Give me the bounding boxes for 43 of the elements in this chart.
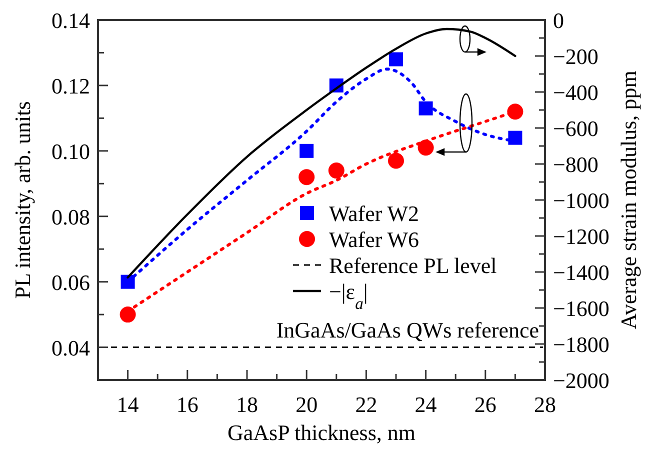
point — [389, 52, 403, 66]
y-tick-label: 0.14 — [52, 8, 90, 33]
y2-tick-label: −600 — [553, 116, 598, 141]
point — [507, 104, 524, 120]
legend-label: Wafer W6 — [329, 227, 420, 252]
y-tick-label: 0.12 — [52, 73, 90, 98]
point — [328, 162, 344, 179]
annotation: Reference PL level — [329, 253, 497, 278]
point — [388, 152, 404, 169]
y2-tick-label: −400 — [553, 80, 598, 105]
y2-tick-label: −1800 — [553, 332, 610, 357]
point — [120, 306, 136, 323]
y2-axis-title: Average strain modulus, ppm — [616, 70, 641, 330]
x-tick-label: 14 — [116, 392, 139, 417]
y-tick-label: 0.08 — [52, 204, 90, 230]
x-tick-label: 20 — [296, 392, 318, 417]
y2-tick-label: −1000 — [553, 188, 610, 213]
y2-tick-label: −2000 — [553, 368, 610, 393]
x-tick-label: 26 — [474, 392, 496, 417]
point — [298, 169, 315, 186]
legend-label: −|ε$_{a}$| — [329, 279, 368, 312]
y2-tick-label: −1400 — [553, 260, 610, 285]
point — [418, 101, 433, 116]
y2-tick-label: −800 — [553, 152, 598, 177]
point — [508, 130, 522, 145]
y2-tick-label: 0 — [553, 8, 564, 33]
y-tick-label: 0.04 — [52, 335, 90, 360]
x-tick-label: 28 — [534, 392, 556, 417]
y2-tick-label: −200 — [553, 44, 598, 69]
legend-label: Wafer W2 — [329, 201, 420, 226]
y-tick-label: 0.10 — [52, 138, 90, 164]
x-tick-label: 24 — [414, 392, 437, 417]
x-tick-label: 16 — [176, 392, 198, 417]
point — [300, 144, 314, 158]
x-tick-label: 18 — [236, 392, 258, 417]
y-tick-label: 0.06 — [52, 270, 90, 295]
x-axis-title: GaAsP thickness, nm — [227, 420, 416, 445]
y-axis-title: PL intensity, arb. units — [10, 101, 35, 299]
ref-line-label: InGaAs/GaAs QWs reference — [276, 317, 539, 342]
y2-tick-label: −1600 — [553, 296, 610, 321]
y2-tick-label: −1200 — [553, 224, 610, 249]
x-tick-label: 22 — [355, 392, 378, 417]
point — [418, 140, 434, 156]
